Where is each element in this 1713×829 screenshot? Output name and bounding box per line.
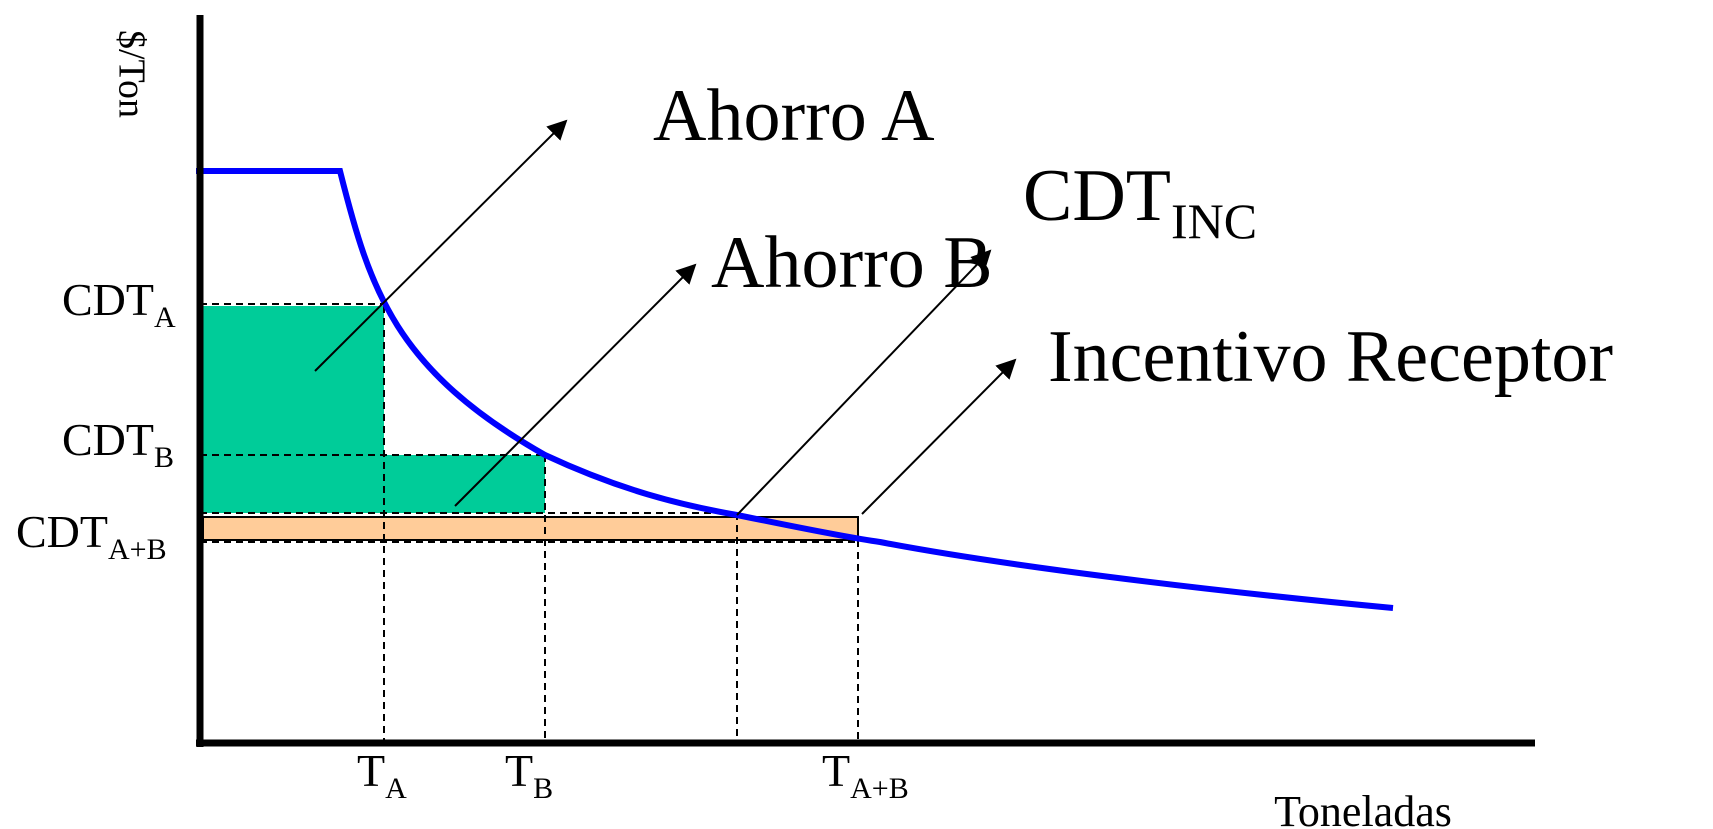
label-incentivo-receptor: Incentivo Receptor <box>1048 316 1613 398</box>
y-tick-cdt-a-b: CDTA+B <box>16 506 167 566</box>
y-axis-label: $/Ton <box>110 30 152 118</box>
ahorro-b-area <box>203 455 545 513</box>
x-tick-t-a: TA <box>357 745 407 805</box>
x-tick-t-b: TB <box>505 745 553 805</box>
y-tick-cdt-a: CDTA <box>62 274 176 334</box>
label-cdt-inc: CDTINC <box>1023 155 1257 249</box>
arrow-incentivo <box>861 358 1017 515</box>
x-tick-t-a-b: TA+B <box>822 745 909 805</box>
arrow-ahorro-b <box>454 263 697 507</box>
arrow-cdt-inc <box>736 249 992 516</box>
guide-lines <box>200 303 859 742</box>
arrow-ahorro-a <box>314 119 568 372</box>
y-tick-cdt-b: CDTB <box>62 414 174 474</box>
x-axis-label: Toneladas <box>1274 787 1452 829</box>
label-ahorro-b: Ahorro B <box>711 222 993 304</box>
label-ahorro-a: Ahorro A <box>653 75 935 157</box>
